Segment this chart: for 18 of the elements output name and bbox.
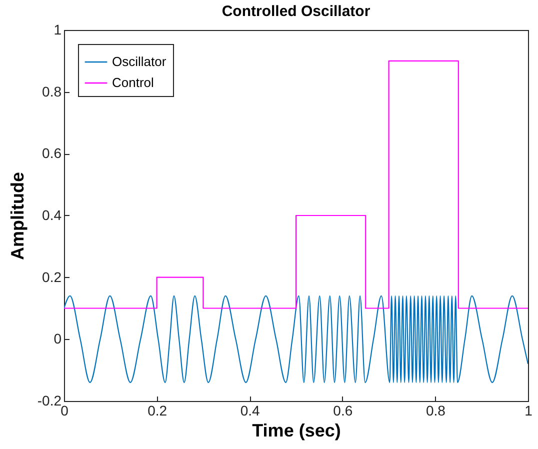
y-tick-label: 1 [54,22,62,38]
legend-label: Oscillator [112,54,167,69]
x-tick-label: 1 [524,402,533,418]
y-axis-title: Amplitude [7,172,28,260]
y-tick-label: 0.2 [42,268,62,285]
line-series [64,295,528,383]
y-tick-label: 0.6 [42,145,62,162]
x-tick-label: 0.4 [240,402,260,418]
chart-title: Controlled Oscillator [222,3,370,20]
x-tick-label: 0.2 [148,402,168,418]
y-tick-label: -0.2 [37,392,62,408]
x-tick-label: 0.8 [426,402,446,418]
y-tick-label: 0.4 [42,207,62,223]
y-tick-label: 0 [54,330,62,347]
x-tick-label: 0.6 [333,402,353,418]
x-axis-title: Time (sec) [252,420,341,440]
legend-label: Control [112,75,154,90]
y-tick-label: 0.8 [42,83,62,100]
